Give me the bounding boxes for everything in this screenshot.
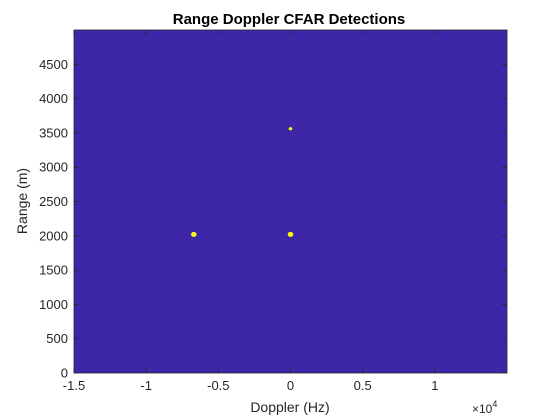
x-tick-label: -0.5: [207, 378, 229, 393]
y-tick-label: 3500: [39, 125, 68, 140]
x-axis-ticks: -1.5 -1 -0.5 0 0.5 1: [63, 30, 438, 393]
detections-layer: [190, 127, 294, 237]
x-axis-label: Doppler (Hz): [250, 399, 329, 415]
x-tick-label: -1.5: [63, 378, 85, 393]
y-axis-label: Range (m): [14, 168, 30, 234]
y-tick-label: 1000: [39, 297, 68, 312]
x-tick-label: 1: [431, 378, 438, 393]
y-tick-label: 4000: [39, 91, 68, 106]
y-tick-label: 3000: [39, 160, 68, 175]
x-axis-exponent-power: 4: [492, 399, 497, 409]
x-tick-label: -1: [140, 378, 152, 393]
y-tick-label: 2500: [39, 194, 68, 209]
y-tick-label: 1500: [39, 263, 68, 278]
chart-title: Range Doppler CFAR Detections: [173, 11, 406, 28]
detection-point-3: [288, 127, 293, 131]
y-tick-label: 0: [61, 366, 68, 381]
detection-point-1: [190, 231, 197, 237]
x-tick-label: 0: [287, 378, 294, 393]
detection-point-2: [287, 231, 294, 237]
y-tick-label: 500: [46, 331, 68, 346]
x-axis-exponent-base: ×10: [472, 402, 493, 416]
plot-area: [74, 30, 507, 373]
y-tick-label: 2000: [39, 228, 68, 243]
x-tick-label: 0.5: [354, 378, 372, 393]
x-axis-exponent: ×104: [472, 399, 497, 416]
y-tick-label: 4500: [39, 57, 68, 72]
y-axis-ticks: 0 500 1000 1500 2000 2500 3000 3500 4000 4500: [39, 57, 507, 381]
